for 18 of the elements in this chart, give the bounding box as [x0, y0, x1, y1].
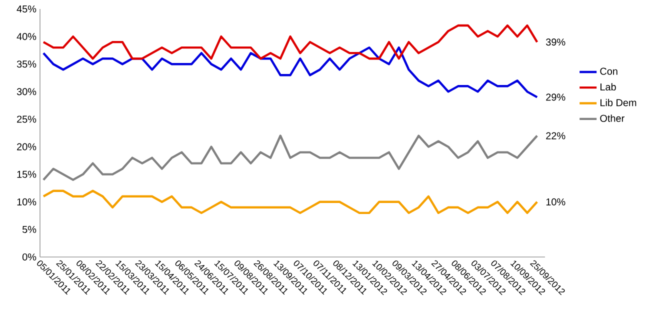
y-tick-label: 15%: [17, 170, 36, 178]
y-tick-label: 20%: [17, 143, 36, 150]
legend-label: Lib Dem: [600, 98, 636, 106]
y-tick-label: 25%: [17, 116, 36, 123]
y-tick-label: 0%: [22, 253, 36, 261]
legend-label: Con: [600, 68, 618, 75]
legend-label: Other: [600, 114, 624, 122]
y-tick-label: 5%: [22, 226, 36, 233]
data-label: 29%: [546, 94, 566, 101]
data-label: 22%: [546, 132, 566, 140]
y-tick-label: 35%: [16, 60, 36, 68]
y-tick-label: 45%: [16, 5, 36, 12]
legend-label: Lab: [600, 83, 616, 90]
y-tick-label: 30%: [16, 88, 36, 96]
data-label: 39%: [546, 38, 566, 46]
y-tick-label: 10%: [17, 198, 36, 206]
data-label: 10%: [546, 198, 566, 206]
y-tick-label: 40%: [16, 33, 36, 40]
